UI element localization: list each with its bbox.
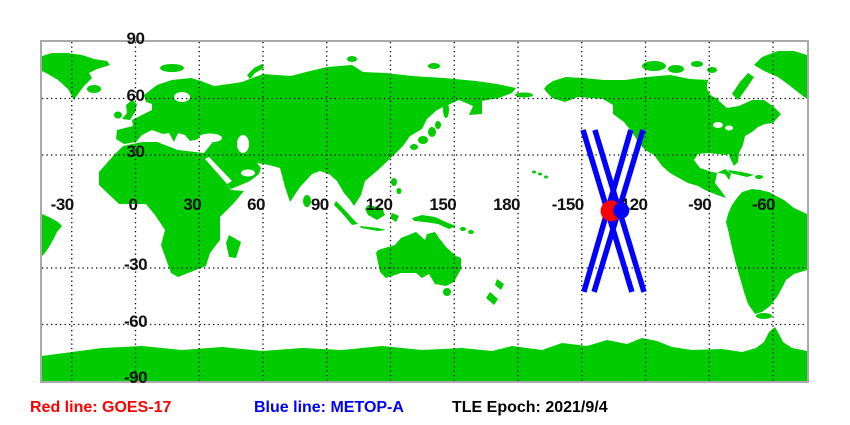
satellite-markers: [600, 200, 630, 222]
lon-tick-label: 60: [247, 195, 265, 214]
lat-tick-label: -90: [123, 368, 148, 387]
lon-tick-label: -30: [50, 195, 75, 214]
lon-tick-label: 30: [183, 195, 202, 214]
lon-tick-label: -60: [751, 195, 776, 214]
legend-metopa: Blue line: METOP-A: [254, 399, 404, 416]
lon-tick-label: -150: [551, 195, 585, 214]
lat-tick-label: 60: [126, 85, 145, 105]
lon-tick-label: -90: [688, 195, 712, 214]
inland-seas: [174, 74, 733, 184]
lat-tick-label: -30: [123, 255, 148, 274]
lon-tick-label: 150: [429, 195, 457, 214]
tick-labels: -30 0 30 60 90 120 150 180 -150 -120 -90 -60 90 60 30-…: [42, 30, 807, 386]
legend-goes17: Red line: GOES-17: [30, 399, 172, 416]
lon-tick-label: 120: [365, 195, 393, 214]
metopa-marker: [613, 202, 630, 219]
lat-tick-label: 90: [126, 29, 145, 48]
lon-tick-label: 0: [128, 195, 138, 214]
world-map-plot: -30 0 30 60 90 120 150 180 -150 -120 -90 -60 90 60 30-…: [40, 30, 809, 386]
lon-tick-label: 180: [493, 195, 520, 214]
world-map-land: [42, 51, 807, 381]
lat-tick-label: -60: [123, 311, 148, 331]
legend-tle-epoch: TLE Epoch: 2021/9/4: [452, 399, 608, 416]
lat-tick-label: 30: [126, 142, 145, 161]
lon-tick-label: 90: [310, 195, 329, 214]
